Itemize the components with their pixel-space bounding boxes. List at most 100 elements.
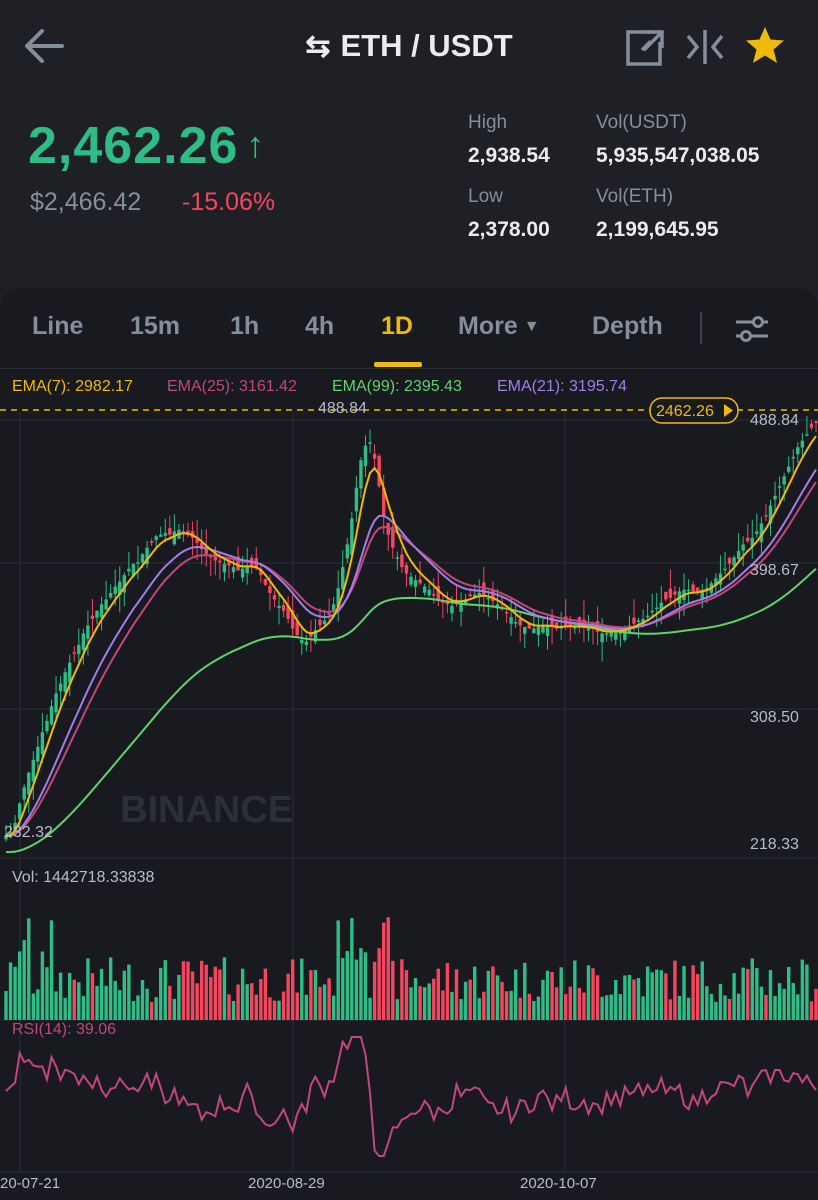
volume-bar	[99, 968, 104, 1020]
tab-15m[interactable]: 15m	[130, 312, 181, 340]
volume-bar	[486, 970, 491, 1020]
candle-body	[286, 605, 290, 619]
candle-body	[404, 564, 409, 574]
candle-body	[718, 573, 723, 585]
volume-bar	[441, 990, 445, 1020]
volume-bar	[86, 958, 90, 1020]
candle-body	[659, 602, 663, 610]
volume-bar	[582, 992, 586, 1020]
back-arrow-icon[interactable]	[22, 26, 66, 66]
candle-body	[695, 587, 700, 592]
star-icon[interactable]	[744, 24, 786, 66]
volume-bar	[250, 983, 254, 1020]
candle-body	[723, 568, 727, 571]
candle-body	[350, 518, 354, 555]
volume-bar	[700, 961, 704, 1020]
candle-body	[650, 610, 654, 613]
candle-body	[45, 720, 49, 732]
candle-body	[791, 456, 795, 459]
volume-bar	[149, 1001, 154, 1020]
last-price: 2,462.26 ↑	[28, 116, 265, 176]
volume-bar	[381, 922, 386, 1020]
vol-eth-value: 2,199,645.95	[596, 218, 719, 241]
candle-body	[222, 563, 227, 573]
candle-body	[81, 633, 86, 651]
candle-body	[768, 505, 773, 524]
volume-bar	[359, 948, 363, 1020]
volume-bar	[527, 993, 532, 1020]
candle-body	[381, 487, 386, 516]
low-marker: 232.32	[4, 824, 53, 841]
volume-bar	[108, 957, 113, 1020]
chart-panel	[0, 288, 818, 1200]
up-arrow-icon: ↑	[246, 124, 266, 165]
volume-bar	[677, 995, 682, 1020]
volume-bar	[623, 975, 627, 1020]
volume-bar	[177, 974, 181, 1020]
share-icon[interactable]	[624, 26, 666, 68]
candle-body	[391, 526, 395, 548]
tab-depth[interactable]: Depth	[592, 312, 663, 340]
candle-body	[36, 746, 40, 762]
tab-more[interactable]: More ▼	[458, 312, 540, 341]
tab-4h[interactable]: 4h	[305, 312, 335, 340]
tab-1h[interactable]: 1h	[230, 312, 260, 340]
candle-body	[773, 495, 777, 500]
volume-bar	[609, 994, 613, 1020]
price-axis-4: 218.33	[750, 836, 799, 853]
candle-body	[759, 523, 764, 543]
candle-body	[532, 628, 536, 634]
volume-bar	[586, 965, 591, 1020]
candle-body	[172, 531, 177, 545]
compare-icon[interactable]	[684, 26, 726, 68]
volume-bar	[645, 966, 650, 1020]
candle-body	[17, 803, 22, 820]
low-label: Low	[468, 186, 503, 207]
candle-body	[40, 732, 45, 755]
volume-bar	[104, 985, 108, 1020]
volume-bar	[723, 995, 727, 1020]
candle-body	[377, 455, 381, 487]
volume-bar	[72, 979, 76, 1020]
volume-bar	[705, 986, 709, 1020]
change-percent: -15.06%	[182, 188, 276, 216]
volume-bar	[445, 963, 450, 1020]
candle-body	[236, 556, 240, 571]
tab-line[interactable]: Line	[32, 312, 84, 340]
settings-sliders-icon[interactable]	[734, 314, 770, 344]
tab-1d[interactable]: 1D	[381, 312, 413, 340]
candle-body	[418, 579, 422, 584]
candle-body	[204, 548, 208, 555]
candle-body	[732, 557, 736, 566]
candle-body	[586, 628, 591, 631]
volume-bar	[473, 966, 477, 1020]
price-axis-2: 398.67	[750, 562, 799, 579]
candle-body	[359, 460, 363, 489]
candle-body	[686, 589, 691, 592]
pair-title[interactable]: ⇆ ETH / USDT	[0, 28, 818, 64]
candle-body	[805, 434, 809, 436]
volume-bar	[536, 996, 541, 1020]
candle-body	[272, 595, 277, 600]
candle-body	[814, 421, 818, 423]
volume-bar	[650, 972, 654, 1020]
volume-bar	[386, 917, 390, 1020]
volume-bar	[286, 973, 290, 1020]
candle-body	[354, 487, 359, 512]
volume-bar	[550, 972, 554, 1020]
candle-body	[450, 605, 454, 614]
current-price-tag: 2462.26	[649, 397, 739, 424]
volume-bar	[331, 995, 336, 1020]
volume-bar	[463, 981, 468, 1020]
volume-bar	[668, 999, 673, 1020]
candle-body	[668, 588, 673, 598]
volume-bar	[159, 967, 163, 1020]
volume-bar	[732, 973, 736, 1020]
candle-body	[140, 554, 145, 563]
volume-bar	[36, 989, 40, 1020]
volume-bar	[354, 959, 359, 1020]
candle-body	[295, 621, 299, 636]
volume-bar	[568, 986, 572, 1020]
swap-icon[interactable]: ⇆	[305, 30, 331, 63]
